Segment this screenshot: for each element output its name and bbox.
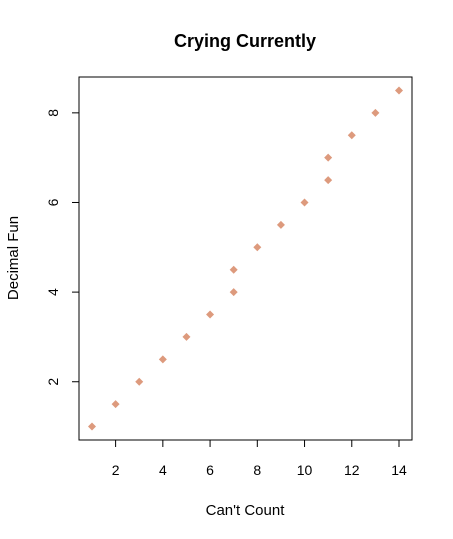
data-point [111, 400, 120, 409]
data-point [182, 332, 191, 341]
x-tick-label: 10 [297, 462, 313, 478]
x-tick-label: 2 [112, 462, 120, 478]
data-point [158, 355, 167, 364]
x-axis: 2 4 6 8 10 12 14 [112, 439, 407, 478]
data-point [206, 310, 215, 319]
data-point [229, 288, 238, 297]
y-tick-label: 4 [45, 288, 61, 296]
data-point [276, 220, 285, 229]
data-point [253, 243, 262, 252]
chart-title: Crying Currently [174, 31, 316, 51]
data-points [87, 86, 404, 431]
data-point [135, 377, 144, 386]
y-axis: 2 4 6 8 [45, 109, 80, 386]
y-axis-label: Decimal Fun [5, 216, 22, 300]
plot-frame [78, 76, 413, 441]
data-point [324, 153, 333, 162]
x-tick-label: 12 [344, 462, 360, 478]
y-tick-label: 2 [45, 378, 61, 386]
x-tick-label: 4 [159, 462, 167, 478]
data-point [324, 176, 333, 185]
data-point [395, 86, 404, 95]
x-tick-label: 6 [206, 462, 214, 478]
data-point [300, 198, 309, 207]
x-tick-label: 14 [391, 462, 407, 478]
x-axis-label: Can't Count [206, 502, 286, 519]
data-point [229, 265, 238, 274]
x-tick-label: 8 [253, 462, 261, 478]
y-tick-label: 6 [45, 198, 61, 206]
y-tick-label: 8 [45, 109, 61, 117]
data-point [347, 131, 356, 140]
data-point [87, 422, 96, 431]
data-point [371, 108, 380, 117]
